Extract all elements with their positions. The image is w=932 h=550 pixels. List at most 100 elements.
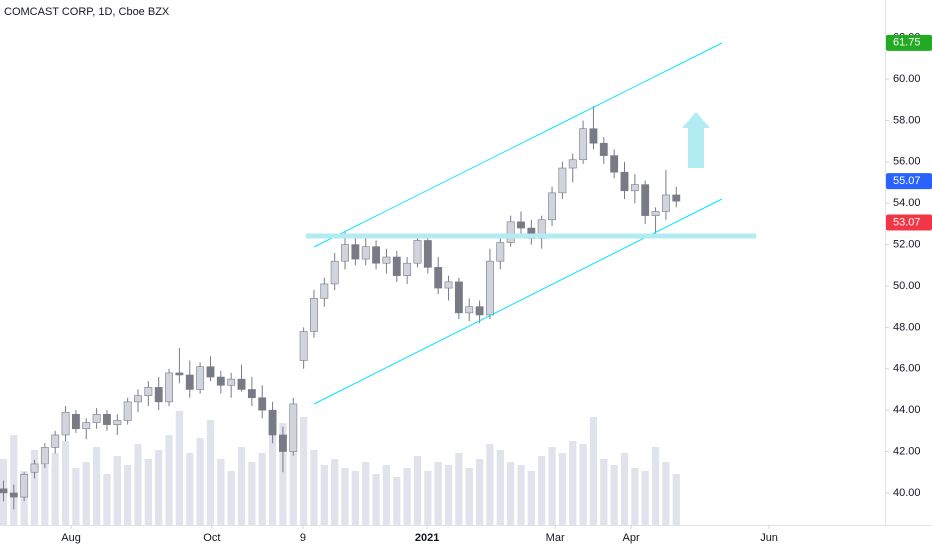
volume-bar: [486, 444, 494, 525]
volume-bar: [331, 459, 339, 525]
volume-bar: [206, 420, 215, 525]
candle-body: [548, 192, 556, 221]
volume-bar: [538, 456, 546, 525]
candle-body: [392, 256, 401, 276]
volume-bar: [82, 462, 90, 525]
volume-bar: [113, 456, 121, 525]
candle-body: [123, 401, 132, 421]
volume-bar: [620, 453, 629, 525]
volume-bar: [258, 453, 266, 525]
candle-body: [558, 167, 567, 194]
volume-bar: [351, 471, 360, 525]
candle-body: [268, 409, 277, 436]
x-tick-label: 2021: [415, 532, 439, 544]
candle-body: [258, 397, 267, 411]
candle-body: [454, 281, 463, 314]
volume-bar: [631, 468, 639, 525]
volume-bar: [610, 465, 618, 525]
candle-body: [506, 221, 515, 243]
volume-bar: [310, 450, 318, 525]
y-tick-label: 52.00: [893, 239, 921, 251]
volume-bar: [72, 468, 80, 525]
y-tick-label: 60.00: [893, 73, 921, 85]
volume-bar: [30, 450, 39, 525]
candle-body: [330, 260, 339, 285]
candle-body: [341, 244, 349, 262]
x-tick-label: Oct: [203, 532, 220, 544]
candle-body: [517, 221, 525, 229]
y-tick-label: 44.00: [893, 404, 921, 416]
volume-bar: [413, 456, 422, 525]
volume-bar: [227, 471, 235, 525]
volume-bar: [517, 465, 525, 525]
candle-body: [40, 447, 49, 465]
candle-body: [0, 488, 8, 494]
volume-bar: [455, 453, 463, 525]
candle-body: [103, 413, 111, 425]
candle-body: [465, 306, 474, 314]
candle-body: [61, 411, 70, 436]
candle-body: [134, 395, 142, 403]
volume-bar: [144, 459, 152, 525]
candle-body: [486, 260, 494, 316]
volume-bar: [465, 468, 473, 525]
candle-body: [630, 184, 639, 192]
volume-bar: [382, 465, 391, 525]
volume-bar: [475, 459, 484, 525]
candle-body: [237, 378, 246, 390]
volume-bar: [672, 474, 680, 525]
price-label: 55.07: [893, 175, 921, 187]
candle-body: [227, 378, 236, 386]
x-tick-label: Aug: [61, 532, 81, 544]
candle-body: [372, 246, 381, 264]
volume-bar: [92, 447, 101, 525]
volume-bar: [41, 465, 49, 525]
y-tick-label: 54.00: [893, 197, 921, 209]
candle-body: [641, 184, 650, 216]
candle-body: [599, 142, 608, 156]
chart-title: COMCAST CORP, 1D, Cboe BZX: [4, 6, 170, 18]
volume-bar: [641, 471, 649, 525]
volume-bar: [362, 462, 370, 525]
y-tick-label: 50.00: [893, 280, 921, 292]
y-tick-label: 46.00: [893, 363, 921, 375]
volume-bar: [103, 474, 111, 525]
volume-bar: [662, 462, 670, 525]
volume-bar: [496, 450, 504, 525]
volume-bar: [165, 435, 173, 525]
price-label: 61.75: [893, 37, 921, 49]
axes: 40.00 42.00 44.00 46.00 48.00 50.00 52.00 54.00…: [61, 32, 932, 544]
candle-body: [434, 267, 443, 289]
volume-bar: [217, 459, 225, 525]
volume-bar: [548, 447, 556, 525]
volume-bar: [507, 462, 515, 525]
volume-bar: [300, 417, 308, 525]
y-tick-label: 40.00: [893, 487, 921, 499]
candle-body: [579, 128, 588, 161]
candle-body: [196, 366, 205, 390]
volume-bar: [155, 450, 163, 525]
candle-body: [423, 240, 432, 268]
candle-body: [351, 244, 360, 260]
candle-body: [82, 422, 91, 430]
candle-body: [175, 372, 184, 376]
volume-bar: [175, 411, 184, 525]
volume-bar: [279, 423, 287, 525]
candle-body: [216, 376, 225, 386]
candle-layer: [0, 105, 681, 510]
y-tick-label: 56.00: [893, 156, 921, 168]
volume-bar: [589, 417, 598, 525]
candle-body: [610, 155, 619, 173]
channel-lower: [313, 198, 723, 405]
candle-body: [620, 171, 629, 192]
volume-bar: [320, 465, 328, 525]
candle-body: [651, 211, 660, 216]
candle-body: [444, 281, 453, 289]
candle-body: [413, 240, 422, 264]
candle-body: [475, 306, 484, 316]
candle-body: [51, 434, 60, 448]
volume-bar: [134, 444, 142, 525]
y-tick-label: 48.00: [893, 321, 921, 333]
candle-body: [206, 366, 215, 378]
